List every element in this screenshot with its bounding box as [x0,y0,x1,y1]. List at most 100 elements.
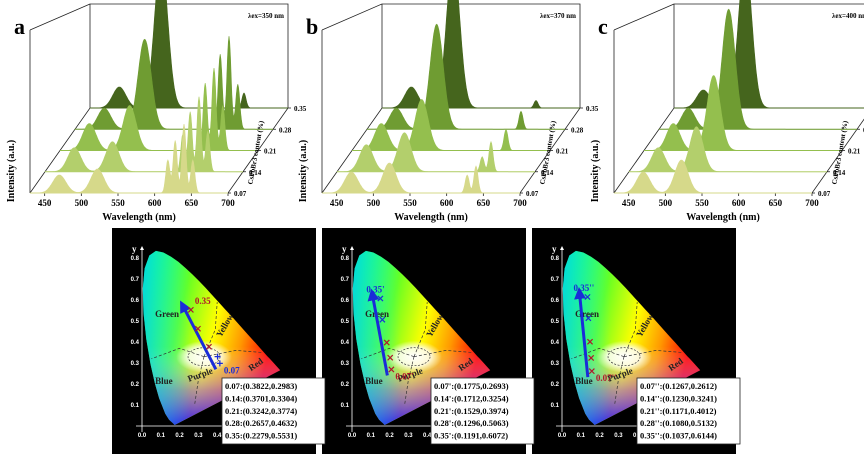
cie-point [205,343,212,350]
legend-entry: 0.14:(0.3701,0.3304) [225,393,297,403]
y-tick-label: 0.8 [131,256,140,262]
trend-arrow [574,287,590,378]
z-tick-label: 0.35 [586,105,599,113]
spectra-panel-a: a λex=350 nm 450 500 550 600 650 700 Wavelength … [6,0,307,223]
region-divider [203,302,218,357]
y-tick-label: 0.5 [551,319,560,325]
legend-entry: 0.07'':(0.1267,0.2612) [640,381,717,391]
region-divider [413,350,473,358]
y-tick-label: 0.4 [551,340,560,346]
end-label: 0.35' [366,284,384,294]
excitation-label: λex=400 nm [832,12,864,20]
region-label-green: Green [575,309,599,319]
x-tick-label: 600 [440,198,454,208]
spectrum-0.07 [614,159,812,194]
region-divider [614,356,625,406]
legend-box [636,377,741,445]
x-tick-label: 0.3 [194,433,203,439]
y-tick-label: 0.1 [341,403,350,409]
excitation-label: λex=350 nm [248,12,284,20]
legend-entry: 0.35:(0.2279,0.5531) [225,431,297,441]
cie-point [588,354,595,361]
region-divider [413,302,428,357]
z-tick-label: 0.14 [249,169,262,177]
x-tick-label: 650 [185,198,199,208]
z-tick-label: 0.28 [279,126,292,134]
y-tick-label: 0.2 [131,382,140,388]
z-tick-label: 0.21 [556,148,569,156]
y-tick-label: 0.8 [551,256,560,262]
x-tick-label: 700 [805,198,819,208]
y-tick-label: 0.7 [551,277,560,283]
region-label-blue: Blue [155,376,173,386]
x-tick-label: 0.2 [175,433,184,439]
legend-entry: 0.28:(0.2657,0.4632) [225,418,297,428]
cie-point [388,366,395,373]
y-tick-label: 0.8 [341,256,350,262]
x-tick-label: 500 [367,198,381,208]
region-divider [194,356,205,406]
z-tick-label: 0.07 [818,190,831,198]
start-label: 0.07 [224,365,240,375]
z-tick-label: 0.28 [571,126,584,134]
cie-point [584,293,591,301]
region-divider [151,347,205,360]
x-tick-label: 450 [622,198,636,208]
x-tick-label: 550 [403,198,417,208]
y-tick-label: 0.7 [341,277,350,283]
x-tick-label: 600 [732,198,746,208]
x-tick-label: 0.2 [595,433,604,439]
trend-arrow [367,288,389,376]
y-tick-label: 0.7 [131,277,140,283]
start-label: 0.07'' [596,373,617,383]
y-axis-label: y [342,244,347,254]
cie-point [379,316,386,323]
x-tick-label: 0.3 [404,433,413,439]
y-tick-label: 0.6 [131,298,140,304]
y-axis-label: y [132,244,137,254]
coordinate-legend-f: 0.07'':(0.1267,0.2612) 0.14'':(0.1230,0.3… [636,377,741,445]
cie-point [214,353,221,360]
region-label-green: Green [155,309,179,319]
legend-box [221,377,326,445]
x-tick-label: 0.2 [385,433,394,439]
x-axis-title: Wavelength (nm) [102,212,176,223]
cie-point [377,295,384,302]
x-tick-label: 650 [477,198,491,208]
excitation-label: λex=370 nm [540,12,576,20]
end-label: 0.35 [195,296,211,306]
z-tick-label: 0.07 [526,190,539,198]
x-tick-label: 0.0 [138,433,147,439]
cie-point [187,306,194,313]
x-tick-label: 500 [75,198,89,208]
z-tick-label: 0.35 [294,105,307,113]
x-axis-title: Wavelength (nm) [686,212,760,223]
y-tick-label: 0.6 [551,298,560,304]
white-region [397,347,431,367]
x-tick-label: 0.1 [367,433,376,439]
y-tick-label: 0.5 [131,319,140,325]
y-tick-label: 0.2 [551,382,560,388]
x-tick-label: 0.0 [348,433,357,439]
spectrum-0.28 [366,23,566,130]
z-tick-label: 0.14 [833,169,846,177]
x-tick-label: 0.3 [614,433,623,439]
coordinate-legend-e: 0.07':(0.1775,0.2693) 0.14':(0.1712,0.325… [430,377,535,445]
legend-entry: 0.21':(0.1529,0.3974) [434,406,509,416]
legend-entry: 0.35':(0.1191,0.6072) [434,431,508,441]
legend-box [430,377,535,445]
x-tick-label: 0.4 [213,433,222,439]
legend-entry: 0.28':(0.1296,0.5063) [434,418,509,428]
region-label-blue: Blue [365,376,383,386]
region-divider [623,302,638,357]
y-tick-label: 0.3 [131,361,140,367]
y-tick-label: 0.5 [341,319,350,325]
white-region [607,347,641,367]
x-tick-label: 650 [769,198,783,208]
legend-entry: 0.14'':(0.1230,0.3241) [640,393,717,403]
x-tick-label: 450 [330,198,344,208]
cie-point [586,338,594,345]
y-tick-label: 0.6 [341,298,350,304]
region-divider [571,347,625,360]
